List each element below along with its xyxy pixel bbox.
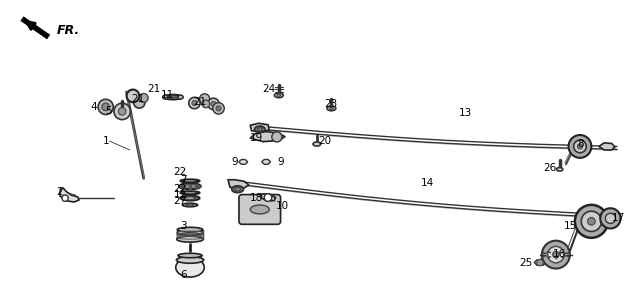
Text: 15: 15 xyxy=(564,221,577,231)
Ellipse shape xyxy=(177,257,204,263)
Polygon shape xyxy=(250,132,285,142)
Circle shape xyxy=(548,246,564,263)
Polygon shape xyxy=(228,180,249,189)
Circle shape xyxy=(216,106,221,111)
Polygon shape xyxy=(261,194,276,201)
Text: 16: 16 xyxy=(553,249,566,259)
Text: 26: 26 xyxy=(543,163,557,173)
Ellipse shape xyxy=(257,128,262,131)
Ellipse shape xyxy=(176,258,204,277)
Circle shape xyxy=(134,97,145,108)
Ellipse shape xyxy=(177,236,204,242)
Circle shape xyxy=(537,260,543,266)
Text: 13: 13 xyxy=(459,108,472,118)
Ellipse shape xyxy=(163,95,168,99)
Text: 7: 7 xyxy=(180,175,187,185)
Circle shape xyxy=(211,101,216,106)
Circle shape xyxy=(568,135,591,158)
Circle shape xyxy=(140,94,148,102)
Text: 18: 18 xyxy=(250,193,264,202)
Ellipse shape xyxy=(277,94,281,96)
Text: 2: 2 xyxy=(56,187,63,196)
Circle shape xyxy=(202,100,210,108)
Circle shape xyxy=(272,132,282,142)
Circle shape xyxy=(192,100,197,106)
Polygon shape xyxy=(250,123,269,132)
Text: 5: 5 xyxy=(106,106,112,116)
Circle shape xyxy=(102,103,109,111)
Text: 21: 21 xyxy=(147,84,161,94)
Circle shape xyxy=(98,99,113,115)
Ellipse shape xyxy=(177,230,203,235)
Ellipse shape xyxy=(186,204,194,206)
Ellipse shape xyxy=(182,203,198,207)
Text: 4: 4 xyxy=(90,102,97,112)
Polygon shape xyxy=(262,160,271,164)
Circle shape xyxy=(118,108,126,115)
Text: 19: 19 xyxy=(250,133,264,143)
Circle shape xyxy=(264,194,272,201)
Circle shape xyxy=(573,140,586,153)
Circle shape xyxy=(189,97,200,109)
Circle shape xyxy=(213,103,224,114)
Text: 1: 1 xyxy=(103,136,109,146)
Ellipse shape xyxy=(313,142,321,146)
Text: 8: 8 xyxy=(577,139,584,149)
Circle shape xyxy=(542,241,570,268)
Circle shape xyxy=(581,211,602,232)
Ellipse shape xyxy=(180,191,200,194)
Text: 24: 24 xyxy=(262,84,276,94)
Ellipse shape xyxy=(330,107,333,110)
Text: 10: 10 xyxy=(276,202,289,212)
Circle shape xyxy=(127,90,140,102)
Ellipse shape xyxy=(177,227,203,232)
Text: 12: 12 xyxy=(173,190,187,200)
Ellipse shape xyxy=(180,196,200,200)
Text: 21: 21 xyxy=(131,94,144,104)
Ellipse shape xyxy=(184,197,196,200)
Circle shape xyxy=(588,218,595,225)
Ellipse shape xyxy=(178,253,202,258)
Ellipse shape xyxy=(164,95,182,100)
Text: 23: 23 xyxy=(324,99,337,109)
Polygon shape xyxy=(239,160,248,164)
Circle shape xyxy=(208,98,219,110)
Text: 20: 20 xyxy=(319,136,332,146)
FancyBboxPatch shape xyxy=(239,195,280,224)
Text: 9: 9 xyxy=(277,157,284,167)
Circle shape xyxy=(62,195,68,201)
Text: 14: 14 xyxy=(421,178,434,188)
Polygon shape xyxy=(599,143,615,150)
Circle shape xyxy=(575,205,608,238)
Ellipse shape xyxy=(250,205,269,214)
Circle shape xyxy=(577,144,582,149)
Text: 21: 21 xyxy=(193,98,206,107)
Text: 27: 27 xyxy=(173,196,187,206)
Ellipse shape xyxy=(327,106,336,111)
Ellipse shape xyxy=(180,179,200,182)
Ellipse shape xyxy=(178,95,183,99)
Circle shape xyxy=(605,213,616,224)
Ellipse shape xyxy=(255,126,265,132)
Circle shape xyxy=(600,208,621,229)
Text: 22: 22 xyxy=(173,167,187,177)
Circle shape xyxy=(553,251,559,258)
Text: 22: 22 xyxy=(173,184,187,194)
Polygon shape xyxy=(60,188,79,202)
Text: 3: 3 xyxy=(180,221,187,231)
Circle shape xyxy=(200,94,210,104)
Circle shape xyxy=(114,103,131,120)
Ellipse shape xyxy=(234,188,241,191)
Ellipse shape xyxy=(179,183,201,189)
Text: 6: 6 xyxy=(180,270,187,280)
Ellipse shape xyxy=(232,186,243,193)
Ellipse shape xyxy=(275,93,284,98)
Text: 9: 9 xyxy=(231,157,237,167)
Text: 17: 17 xyxy=(612,213,625,224)
Polygon shape xyxy=(534,260,546,265)
Text: 25: 25 xyxy=(519,258,532,268)
Text: FR.: FR. xyxy=(57,24,80,37)
Text: 11: 11 xyxy=(161,90,174,100)
Ellipse shape xyxy=(557,167,563,171)
